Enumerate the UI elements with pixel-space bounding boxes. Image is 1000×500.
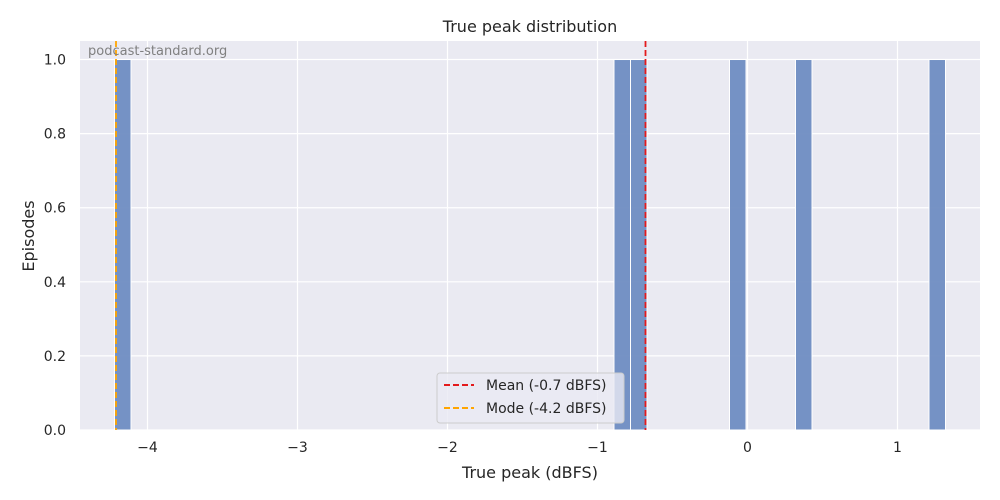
x-tick-label: −3 [287, 440, 308, 456]
y-tick-label: 0.8 [44, 127, 66, 143]
legend-mean-label: Mean (-0.7 dBFS) [486, 378, 606, 394]
x-tick-label: −2 [437, 440, 458, 456]
y-tick-label: 0.2 [44, 349, 66, 365]
legend-mode-label: Mode (-4.2 dBFS) [486, 401, 606, 417]
watermark: podcast-standard.org [88, 44, 227, 59]
x-ticks: −4 −3 −2 −1 0 1 [137, 440, 902, 456]
legend-box [436, 372, 625, 424]
chart-title: True peak distribution [442, 17, 617, 36]
x-tick-label: −4 [137, 440, 158, 456]
reference-lines [115, 41, 647, 430]
histogram-bar [928, 59, 946, 431]
legend: Mean (-0.7 dBFS) Mode (-4.2 dBFS) [436, 372, 625, 424]
y-axis-label: Episodes [19, 200, 38, 271]
x-tick-label: −1 [587, 440, 608, 456]
bars [114, 59, 946, 431]
x-tick-label: 1 [893, 440, 902, 456]
x-axis-label: True peak (dBFS) [461, 463, 598, 482]
y-ticks: 0.0 0.2 0.4 0.6 0.8 1.0 [44, 53, 66, 439]
histogram-bar [795, 59, 813, 431]
y-tick-label: 1.0 [44, 53, 66, 69]
histogram-bar [729, 59, 747, 431]
plot-background [80, 41, 980, 430]
y-tick-label: 0.0 [44, 423, 66, 439]
histogram-bar [630, 59, 648, 431]
histogram-bar [114, 59, 132, 431]
x-tick-label: 0 [743, 440, 752, 456]
grid [80, 41, 980, 431]
y-tick-label: 0.4 [44, 275, 66, 291]
y-tick-label: 0.6 [44, 201, 66, 217]
